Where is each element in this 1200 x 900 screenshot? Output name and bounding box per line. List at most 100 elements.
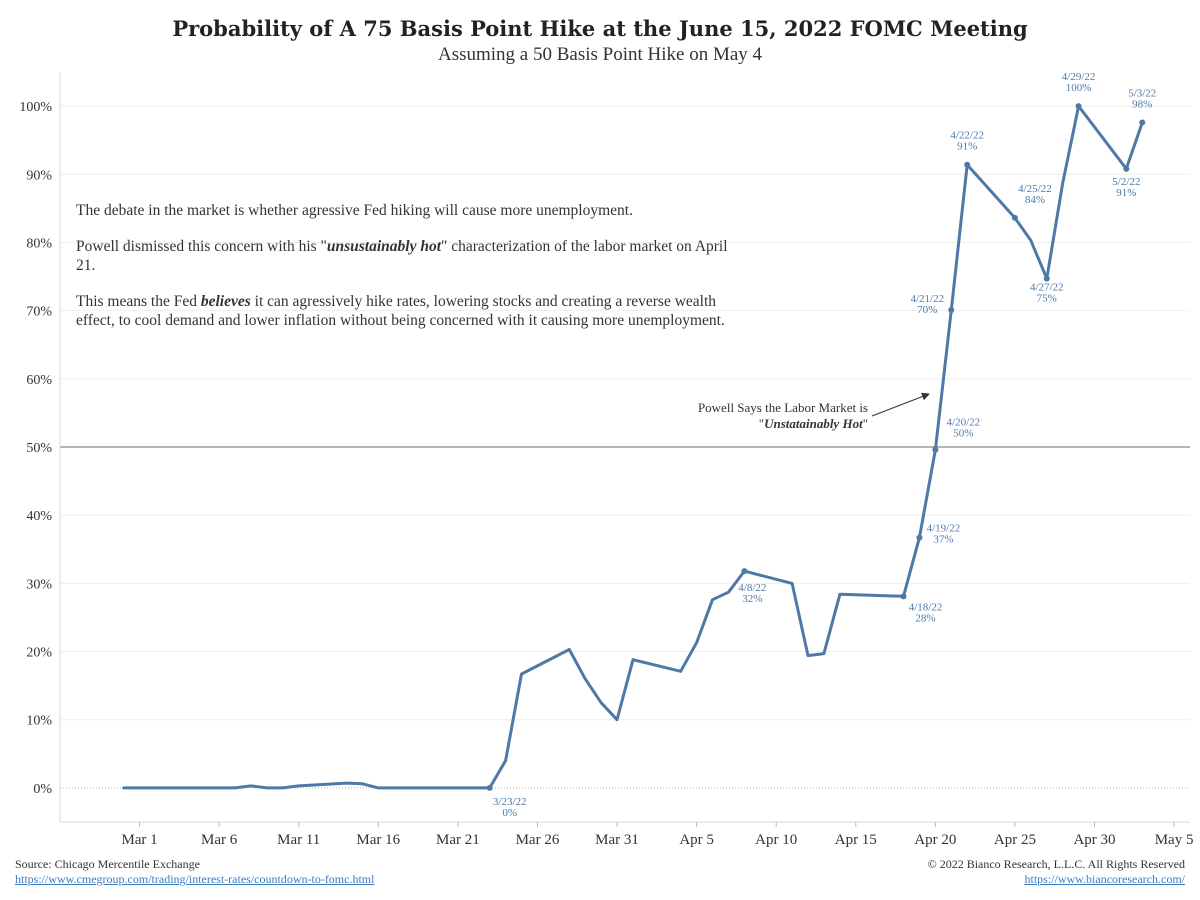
point-date-label: 4/21/22 xyxy=(910,293,944,305)
x-tick-label: Apr 25 xyxy=(994,832,1036,848)
commentary-emphasis: believes xyxy=(200,293,251,310)
data-point xyxy=(790,582,794,585)
y-tick-label: 40% xyxy=(26,509,52,524)
commentary-text: it can agressively hike rates, lowering … xyxy=(76,293,725,329)
annotation-emphasis: Unstatainably Hot xyxy=(764,416,863,431)
commentary-text: " characterization of the labor market o… xyxy=(76,238,728,274)
y-tick-label: 50% xyxy=(26,441,52,456)
point-value-label: 100% xyxy=(1066,82,1092,94)
labeled-point xyxy=(486,784,493,791)
data-point xyxy=(456,786,460,790)
y-tick-label: 30% xyxy=(26,577,52,592)
data-point xyxy=(520,672,523,676)
y-tick-label: 0% xyxy=(33,782,52,797)
x-tick-label: Apr 20 xyxy=(914,832,956,848)
labeled-point xyxy=(741,568,748,575)
x-tick-label: Mar 11 xyxy=(277,832,320,848)
point-value-label: 70% xyxy=(917,304,937,316)
annotation-line-1: Powell Says the Labor Market is xyxy=(697,400,868,415)
point-value-label: 75% xyxy=(1037,293,1057,305)
data-point xyxy=(265,786,269,790)
commentary-text: This means the Fed xyxy=(76,293,201,310)
x-tick-label: Mar 31 xyxy=(595,832,639,848)
labeled-point xyxy=(932,446,939,453)
data-point xyxy=(138,786,141,790)
point-date-label: 5/2/22 xyxy=(1112,176,1140,188)
x-tick-label: Apr 5 xyxy=(679,832,714,848)
data-point xyxy=(631,658,635,661)
website-link[interactable]: https://www.biancoresearch.com/ xyxy=(1024,872,1185,886)
point-date-label: 5/3/22 xyxy=(1128,87,1156,99)
labeled-point xyxy=(948,306,955,313)
series-layer xyxy=(122,103,1146,791)
labeled-point xyxy=(964,161,971,168)
data-point xyxy=(408,786,412,790)
point-date-label: 4/25/22 xyxy=(1018,183,1052,195)
y-tick-label: 100% xyxy=(19,100,52,115)
point-date-label: 4/8/22 xyxy=(738,582,766,594)
data-point xyxy=(615,718,619,721)
x-tick-label: Apr 10 xyxy=(755,832,797,848)
source-link[interactable]: https://www.cmegroup.com/trading/interes… xyxy=(15,872,375,886)
gridlines xyxy=(60,105,1190,789)
point-date-label: 4/27/22 xyxy=(1030,282,1064,294)
data-point xyxy=(838,593,842,596)
chart-subtitle: Assuming a 50 Basis Point Hike on May 4 xyxy=(437,44,763,65)
data-point xyxy=(504,759,507,762)
y-tick-label: 10% xyxy=(26,714,52,729)
labeled-point xyxy=(1011,214,1018,221)
data-point xyxy=(822,652,826,655)
data-point xyxy=(122,786,125,790)
copyright-footer: © 2022 Bianco Research, L.L.C. All Right… xyxy=(928,857,1185,887)
commentary-text: Powell dismissed this concern with his " xyxy=(76,238,327,255)
point-date-label: 4/22/22 xyxy=(950,130,984,142)
data-point xyxy=(727,591,730,594)
annotation-line-2: "Unstatainably Hot" xyxy=(640,416,868,432)
series-line xyxy=(122,104,1144,790)
labeled-point xyxy=(900,593,907,600)
point-value-label: 98% xyxy=(1132,98,1152,110)
data-point xyxy=(599,701,603,704)
copyright-label: © 2022 Bianco Research, L.L.C. All Right… xyxy=(927,857,1185,871)
x-tick-label: Mar 16 xyxy=(356,832,400,848)
x-tick-label: Mar 1 xyxy=(121,832,157,848)
data-point xyxy=(233,786,237,790)
data-point xyxy=(186,786,189,790)
source-footer: Source: Chicago Mercentile Exchange http… xyxy=(15,857,374,887)
source-label: Source: Chicago Mercentile Exchange xyxy=(15,857,200,871)
point-value-label: 50% xyxy=(953,428,973,440)
data-point xyxy=(393,786,396,790)
data-point xyxy=(281,786,285,790)
data-point xyxy=(249,784,253,788)
y-tick-label: 90% xyxy=(26,168,52,183)
x-tick-label: Mar 21 xyxy=(436,832,480,848)
y-tick-label: 70% xyxy=(26,305,52,320)
data-point xyxy=(1029,239,1033,242)
data-point xyxy=(1061,181,1064,185)
point-value-label: 91% xyxy=(957,141,977,153)
y-tick-label: 20% xyxy=(26,646,52,661)
labeled-point xyxy=(916,534,923,541)
point-value-label: 84% xyxy=(1025,194,1045,206)
x-tick-label: Mar 6 xyxy=(201,832,238,848)
annotation-text: Powell Says the Labor Market is "Unstata… xyxy=(640,400,868,432)
point-value-label: 0% xyxy=(502,807,517,819)
data-point xyxy=(472,786,476,790)
commentary-paragraph-1: The debate in the market is whether agre… xyxy=(76,202,633,219)
point-date-label: 4/19/22 xyxy=(927,523,961,535)
data-point xyxy=(345,781,348,785)
point-date-label: 4/20/22 xyxy=(947,417,981,429)
point-value-label: 32% xyxy=(742,593,762,605)
labeled-point xyxy=(1075,103,1082,110)
annotation-arrow xyxy=(871,392,930,417)
data-point xyxy=(377,786,380,790)
point-date-label: 4/29/22 xyxy=(1062,71,1096,83)
commentary-paragraph-2: Powell dismissed this concern with his "… xyxy=(76,237,736,275)
data-point xyxy=(154,786,157,790)
point-value-label: 28% xyxy=(915,612,935,624)
x-tick-label: Mar 26 xyxy=(516,832,560,848)
data-point xyxy=(568,648,571,651)
chart-title: Probability of A 75 Basis Point Hike at … xyxy=(172,16,1028,41)
